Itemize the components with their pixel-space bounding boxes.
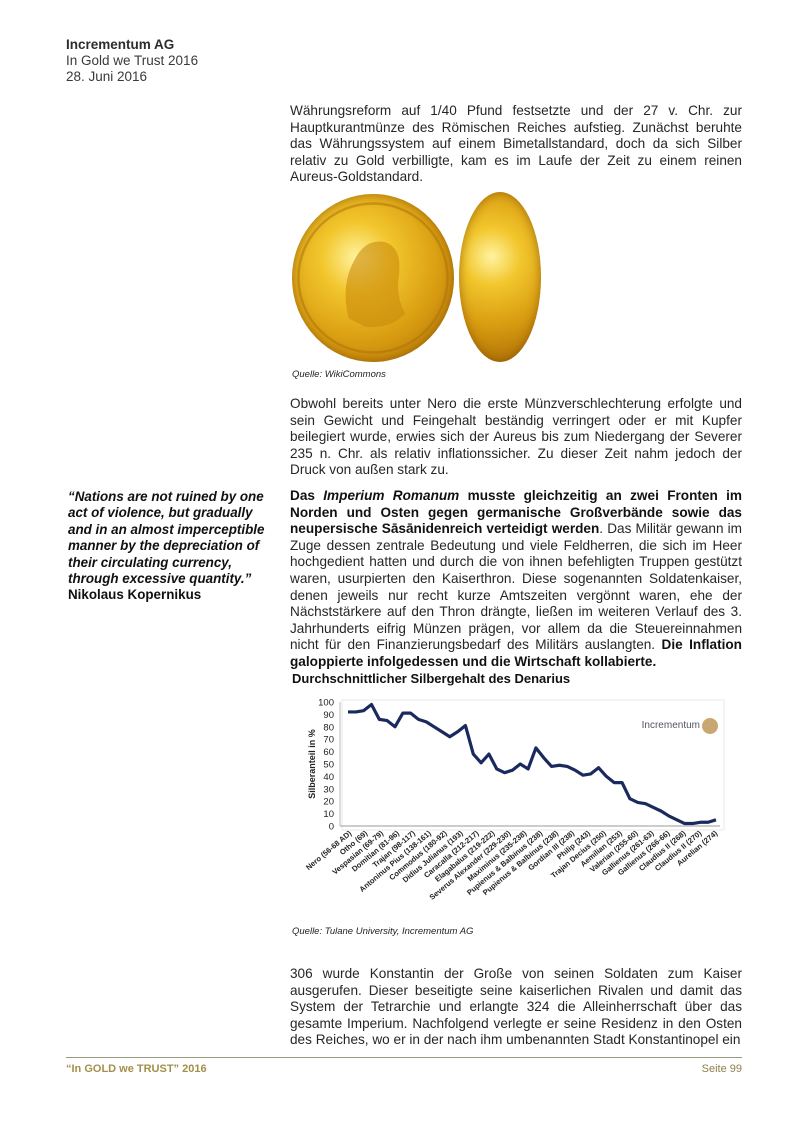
sidebar-quote: “Nations are not ruined by one act of vi… bbox=[68, 489, 273, 604]
coin-obverse bbox=[292, 194, 454, 362]
footer-title: “In GOLD we TRUST” 2016 bbox=[66, 1063, 207, 1075]
paragraph-3: Das Imperium Romanum musste gleichzeitig… bbox=[290, 488, 742, 671]
company-name: Incrementum AG bbox=[66, 37, 175, 52]
image-source: Quelle: WikiCommons bbox=[292, 369, 386, 380]
report-date: 28. Juni 2016 bbox=[66, 69, 148, 84]
coin-reverse-placeholder bbox=[459, 192, 541, 362]
quote-author: Nikolaus Kopernikus bbox=[68, 587, 202, 603]
p3-italic: Imperium Romanum bbox=[323, 488, 460, 503]
page-header: Incrementum AG In Gold we Trust 2016 28.… bbox=[66, 37, 198, 85]
y-tick-label: 70 bbox=[323, 735, 334, 746]
report-title: In Gold we Trust 2016 bbox=[66, 53, 199, 68]
plot-area bbox=[341, 699, 725, 831]
page-number: Seite 99 bbox=[701, 1063, 742, 1075]
p3-bold-end: Die Inflation galoppierte infolgedessen … bbox=[290, 637, 742, 669]
y-axis-label: Silberanteil in % bbox=[307, 729, 317, 799]
y-tick-label: 100 bbox=[318, 698, 334, 709]
silver-content-line bbox=[348, 702, 717, 826]
chart-source: Quelle: Tulane University, Incrementum A… bbox=[292, 926, 474, 937]
p3-text: . Das Militär gewann im Zuge dessen zent… bbox=[290, 521, 742, 653]
y-tick-label: 50 bbox=[323, 760, 334, 771]
y-tick-label: 40 bbox=[323, 772, 334, 783]
y-tick-label: 60 bbox=[323, 747, 334, 758]
incrementum-logo: Incrementum bbox=[642, 720, 700, 731]
y-tick-label: 0 bbox=[329, 822, 334, 833]
y-tick-label: 20 bbox=[323, 797, 334, 808]
paragraph-2: Obwohl bereits unter Nero die erste Münz… bbox=[290, 396, 742, 478]
chart-title: Durchschnittlicher Silbergehalt des Dena… bbox=[292, 671, 571, 686]
paragraph-1: Währungsreform auf 1/40 Pfund festsetzte… bbox=[290, 103, 742, 185]
aureus-coin-image bbox=[292, 192, 542, 367]
p3-bold-b: musste gleichzeitig an zwei Fronten im N… bbox=[290, 488, 742, 537]
p3-bold-a: Das bbox=[290, 488, 324, 503]
quote-text: “Nations are not ruined by one act of vi… bbox=[68, 489, 265, 587]
y-tick-label: 80 bbox=[323, 722, 334, 733]
footer-divider bbox=[66, 1057, 742, 1058]
logo-tree-icon bbox=[702, 718, 718, 734]
y-tick-label: 90 bbox=[323, 710, 334, 721]
y-tick-label: 10 bbox=[323, 809, 334, 820]
y-tick-label: 30 bbox=[323, 784, 334, 795]
paragraph-4: 306 wurde Konstantin der Große von seine… bbox=[290, 966, 742, 1048]
